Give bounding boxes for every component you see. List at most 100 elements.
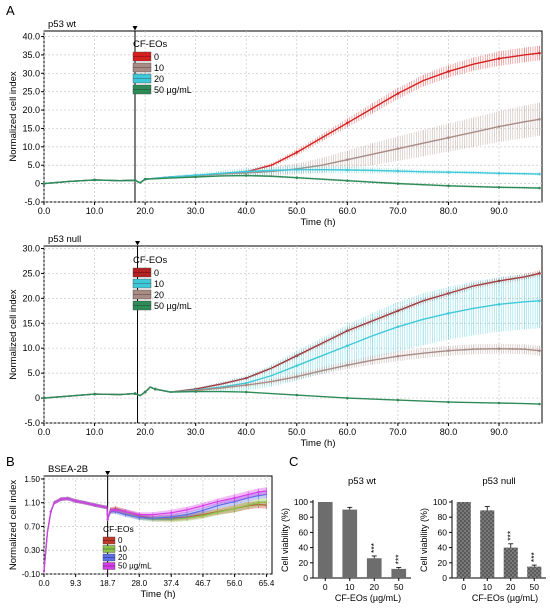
y-tick-label: 0.30	[24, 546, 40, 555]
significance-label: ***	[506, 530, 516, 541]
data-point	[346, 168, 349, 172]
data-point	[346, 396, 349, 400]
y-tick-label: 5.0	[27, 160, 40, 170]
x-tick-label: 60.0	[339, 206, 357, 216]
y-tick-label: 1.50	[24, 475, 40, 484]
x-tick-label: 0.0	[38, 579, 50, 588]
data-point	[170, 515, 173, 519]
x-tick-label: 10	[483, 582, 493, 592]
data-point	[497, 303, 501, 306]
data-point	[447, 136, 450, 139]
legend-label: 50 µg/mL	[118, 562, 152, 571]
data-point	[201, 514, 205, 517]
series-line	[43, 490, 267, 572]
x-tick-label: 40.0	[237, 206, 255, 216]
y-tick-label: 60	[438, 527, 448, 537]
y-tick-label: 25.0	[22, 268, 40, 278]
data-point	[447, 312, 450, 315]
data-point	[194, 390, 197, 393]
y-tick-label: 0	[442, 573, 447, 583]
x-tick-label: 56.0	[227, 579, 243, 588]
data-point	[497, 57, 501, 60]
data-point	[538, 186, 541, 190]
x-tick-label: 40.0	[237, 427, 255, 437]
y-tick-label: -5.0	[24, 197, 40, 207]
x-axis-title: CF-EOs (µg/mL)	[335, 593, 401, 603]
x-tick-label: 50	[394, 582, 404, 592]
data-point	[346, 121, 349, 125]
data-point	[59, 498, 63, 501]
y-tick-label: 100	[433, 497, 447, 507]
chart-p53-null-timecourse: -5.0 0 5.0 10.0 15.0 20.0 25.0 30.0 0.0 10.0 20.0 3…	[8, 234, 543, 449]
data-point	[42, 569, 46, 573]
y-axis-title: Normalized cell index	[8, 289, 19, 380]
x-tick-label: 20	[506, 582, 516, 592]
y-tick-label: 15.0	[22, 123, 40, 133]
y-tick-label: 0	[35, 393, 40, 403]
x-tick-label: 20.0	[136, 427, 154, 437]
data-point	[447, 184, 450, 188]
x-axis-title: Time (h)	[140, 589, 175, 600]
treatment-marker-arrow	[135, 241, 141, 246]
x-tick-label: 70.0	[389, 427, 407, 437]
legend-label: 20	[154, 74, 164, 84]
data-point	[295, 151, 299, 154]
data-point	[233, 507, 236, 510]
data-point	[396, 92, 400, 95]
legend-label: 0	[154, 268, 159, 278]
chart-title: p53 null	[482, 476, 515, 487]
series-3	[42, 487, 267, 573]
data-point	[447, 70, 450, 73]
data-point	[106, 518, 109, 521]
data-point	[346, 179, 349, 182]
data-point	[396, 325, 400, 329]
legend-label: 0	[154, 52, 159, 62]
y-tick-label: 30.0	[22, 243, 40, 253]
data-point	[396, 182, 400, 185]
x-axis-title: CF-EOs (µg/mL)	[472, 593, 538, 603]
legend-label: 50 µg/mL	[154, 301, 192, 311]
data-point	[497, 347, 501, 351]
data-point	[538, 349, 541, 353]
data-point	[538, 299, 541, 303]
bar	[342, 509, 358, 578]
data-point	[396, 354, 400, 358]
data-point	[257, 501, 260, 504]
data-point	[538, 51, 541, 55]
y-tick-label: 80	[438, 512, 448, 522]
chart-title: p53 wt	[348, 476, 376, 487]
x-tick-label: 37.4	[163, 579, 179, 588]
y-tick-label: -5.0	[24, 418, 40, 428]
bar	[391, 568, 407, 578]
legend-label: 50 µg/mL	[154, 85, 192, 95]
x-tick-label: 20	[370, 582, 380, 592]
data-point	[244, 170, 248, 173]
plot-area	[43, 30, 543, 203]
y-tick-label: 15.0	[22, 318, 40, 328]
x-tick-label: 90.0	[490, 206, 508, 216]
data-point	[194, 173, 197, 177]
y-axis-title: Cell viability (%)	[280, 508, 290, 572]
data-point	[295, 375, 299, 378]
bar	[527, 566, 542, 578]
data-point	[295, 364, 299, 367]
significance-label: ***	[529, 551, 539, 562]
data-point	[133, 392, 137, 395]
data-point	[538, 117, 541, 121]
series-3	[42, 174, 541, 190]
data-point	[396, 147, 400, 150]
y-axis-title: Cell viability (%)	[419, 508, 429, 572]
x-axis-title: Time (h)	[300, 438, 335, 449]
y-tick-label: -0.10	[22, 570, 41, 579]
data-point	[447, 170, 450, 174]
data-point	[49, 510, 52, 513]
x-axis-title: Time (h)	[300, 217, 335, 228]
data-point	[153, 387, 157, 391]
x-tick-label: 9.3	[70, 579, 82, 588]
panel-letter-b: B	[6, 454, 15, 469]
x-tick-label: 0	[323, 582, 328, 592]
significance-label: ***	[394, 554, 404, 565]
chart-p53-null-viability: p53 null 0 20 40 60 80 100 0 10 20 *** 50 *** CF-EOs …	[419, 476, 546, 603]
plot-area	[43, 245, 543, 424]
